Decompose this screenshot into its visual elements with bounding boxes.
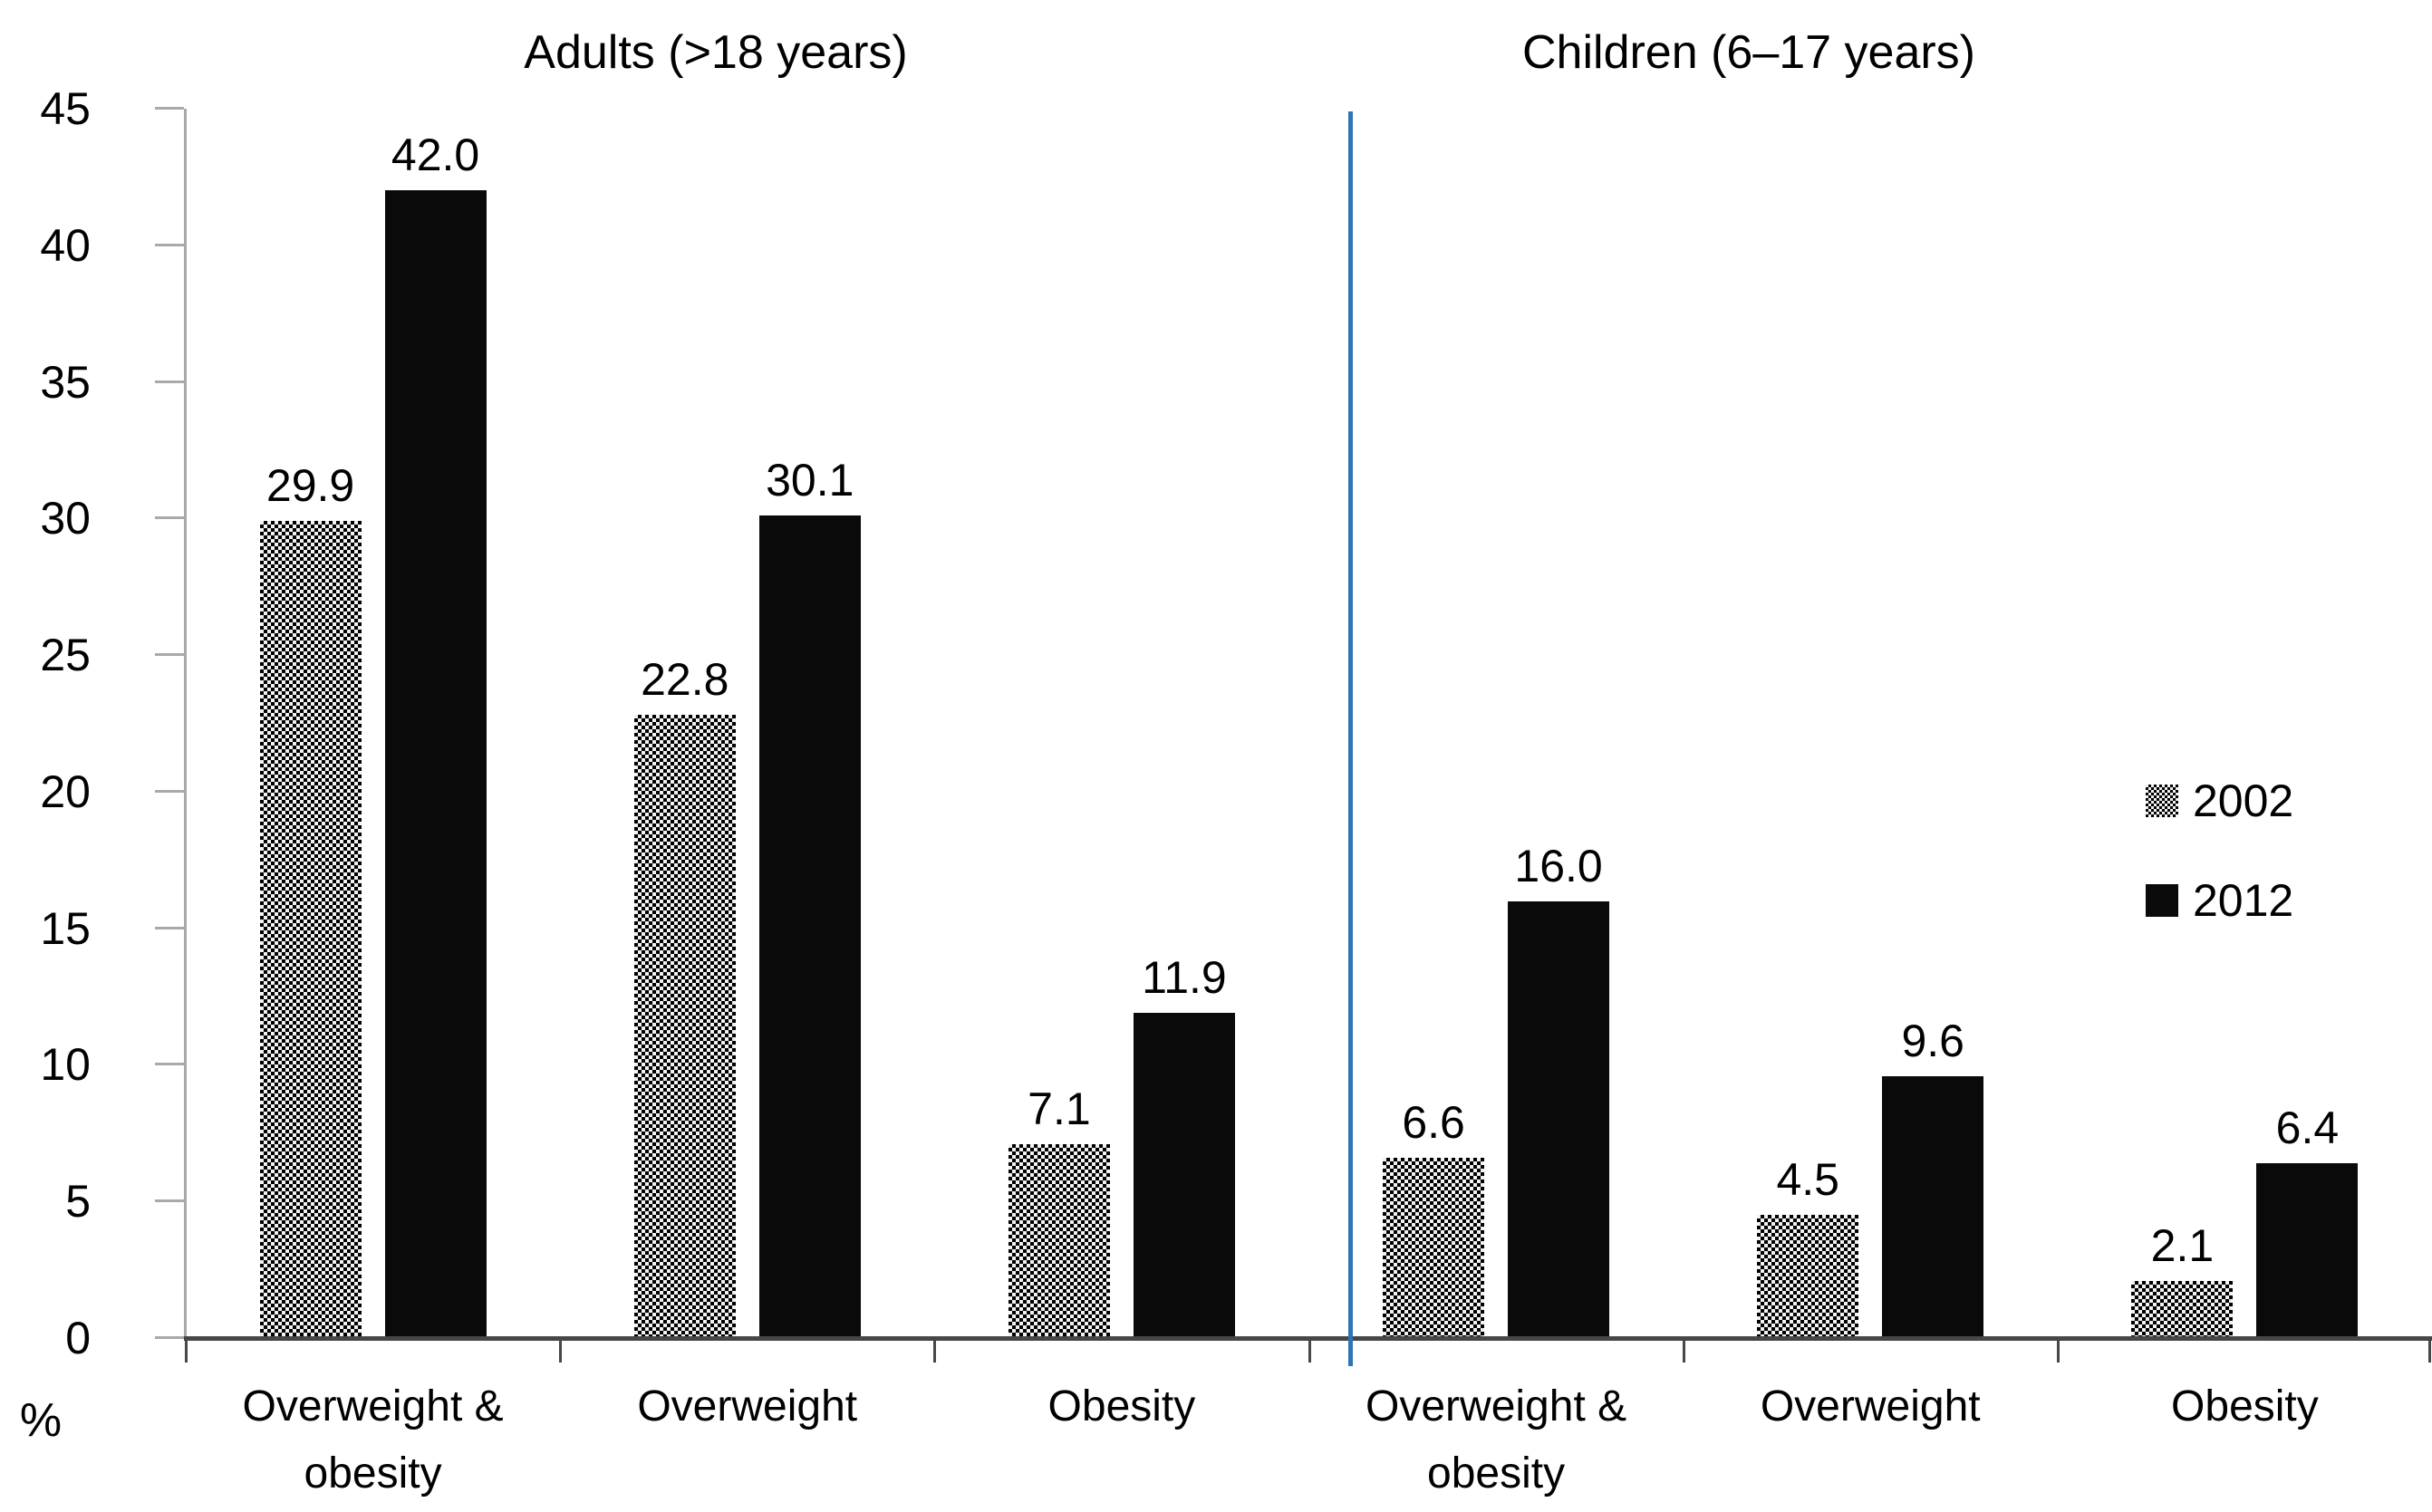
bar-value-label: 4.5 — [1776, 1154, 1839, 1206]
y-tick-label: 45 — [40, 83, 91, 134]
y-tick-mark — [155, 1199, 184, 1203]
y-tick-label: 30 — [40, 493, 91, 544]
y-tick-label: 15 — [40, 902, 91, 954]
y-tick-mark — [155, 1336, 184, 1339]
legend: 2002 2012 — [2146, 775, 2293, 926]
category-label: Overweight — [637, 1382, 858, 1430]
legend-swatch-2012-solid-icon — [2146, 884, 2178, 917]
legend-item-2012: 2012 — [2146, 875, 2293, 926]
bar-2002-5 — [1757, 1215, 1859, 1338]
y-axis-unit-label: % — [19, 1394, 63, 1447]
bar-value-label: 42.0 — [391, 130, 480, 181]
x-tick-mark — [185, 1341, 188, 1363]
y-tick-mark — [155, 516, 184, 520]
bar-value-label: 2.1 — [2150, 1219, 2215, 1271]
bar-value-label: 9.6 — [1901, 1015, 1964, 1066]
y-tick-mark — [155, 926, 184, 929]
bar-2012-1 — [384, 190, 487, 1338]
y-tick-mark — [155, 1063, 184, 1066]
bar-value-label: 30.1 — [766, 455, 854, 506]
x-tick-mark — [933, 1341, 937, 1363]
x-tick-mark — [1308, 1341, 1311, 1363]
bar-2002-1 — [259, 521, 362, 1338]
category-label: Overweight & obesity — [242, 1382, 504, 1498]
bar-2002-4 — [1383, 1157, 1485, 1338]
section-divider-line — [1348, 111, 1353, 1366]
y-tick-label: 40 — [40, 219, 91, 271]
y-tick-label: 35 — [40, 356, 91, 408]
legend-label-2002: 2002 — [2193, 775, 2294, 826]
y-tick-mark — [155, 243, 184, 246]
x-tick-mark — [2428, 1341, 2431, 1363]
category-label: Overweight — [1760, 1382, 1981, 1430]
bar-2002-2 — [633, 715, 736, 1338]
bar-2012-4 — [1508, 900, 1610, 1338]
y-tick-label: 10 — [40, 1039, 91, 1091]
bar-value-label: 22.8 — [641, 654, 729, 706]
legend-item-2002: 2002 — [2146, 775, 2293, 826]
bar-2002-3 — [1008, 1143, 1110, 1338]
y-tick-mark — [155, 653, 184, 657]
bar-2012-2 — [758, 515, 861, 1338]
y-tick-label: 25 — [40, 630, 91, 681]
y-tick-mark — [155, 380, 184, 383]
bar-value-label: 29.9 — [265, 460, 355, 512]
bar-2012-5 — [1882, 1075, 1984, 1338]
y-tick-label: 5 — [65, 1176, 91, 1228]
x-axis-line — [184, 1336, 2432, 1341]
legend-swatch-2002-pattern-icon — [2146, 785, 2178, 817]
x-tick-mark — [559, 1341, 563, 1363]
x-tick-mark — [1682, 1341, 1685, 1363]
category-label: Overweight & obesity — [1366, 1382, 1627, 1498]
y-axis-line — [184, 109, 187, 1338]
bar-value-label: 16.0 — [1514, 840, 1603, 891]
y-tick-mark — [155, 789, 184, 793]
y-tick-label: 20 — [40, 766, 91, 817]
category-label: Obesity — [1047, 1382, 1196, 1430]
bar-value-label: 7.1 — [1028, 1083, 1091, 1134]
legend-label-2012: 2012 — [2193, 875, 2294, 926]
bar-2012-6 — [2256, 1163, 2359, 1338]
bar-value-label: 11.9 — [1142, 952, 1227, 1004]
bar-value-label: 6.6 — [1402, 1096, 1465, 1148]
bar-2002-6 — [2131, 1280, 2234, 1338]
bar-value-label: 6.4 — [2275, 1103, 2340, 1153]
x-tick-mark — [2056, 1341, 2060, 1363]
y-tick-label: 0 — [65, 1313, 91, 1363]
bar-2012-3 — [1133, 1013, 1235, 1338]
category-label: Obesity — [2171, 1382, 2319, 1430]
section-title-adults: Adults (>18 years) — [524, 26, 908, 79]
section-title-children: Children (6–17 years) — [1521, 26, 1976, 79]
y-tick-mark — [155, 107, 184, 110]
